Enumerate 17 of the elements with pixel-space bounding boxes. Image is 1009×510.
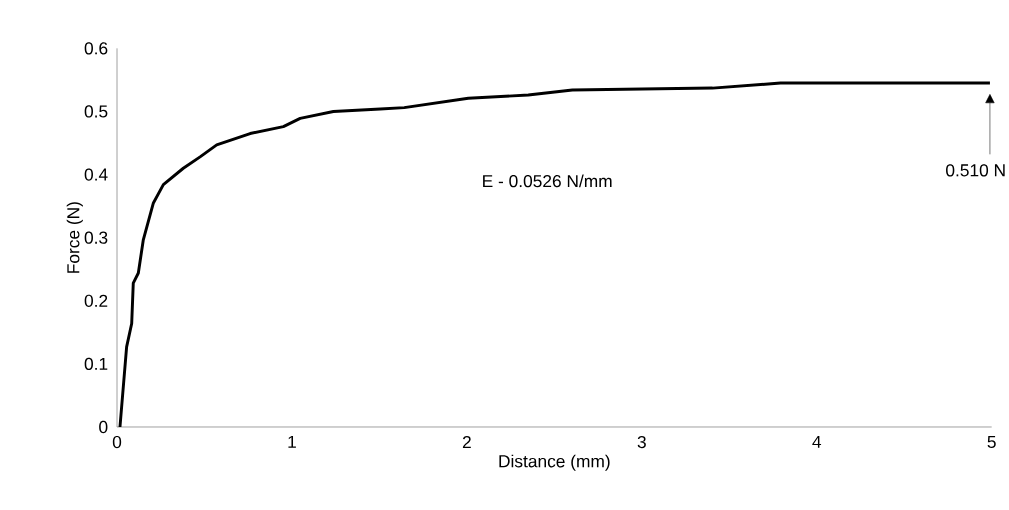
annotation: E - 0.0526 N/mm bbox=[483, 174, 612, 188]
x-tick-label: 0 bbox=[112, 435, 122, 449]
y-tick-label: 0.2 bbox=[84, 294, 108, 307]
y-tick-label: 0.4 bbox=[84, 168, 108, 181]
x-tick-label: 5 bbox=[987, 435, 996, 448]
x-axis-title: Distance (mm) bbox=[499, 454, 610, 471]
y-axis-title: Force (N) bbox=[66, 202, 83, 273]
x-tick-label: 3 bbox=[637, 435, 646, 449]
y-tick-label: 0.1 bbox=[84, 357, 108, 371]
y-tick-label: 0 bbox=[99, 420, 108, 434]
x-tick-label: 2 bbox=[462, 435, 471, 448]
annotation: 0.510 N bbox=[946, 164, 1005, 177]
y-tick-label: 0.6 bbox=[84, 42, 108, 55]
y-tick-label: 0.3 bbox=[84, 231, 108, 244]
x-tick-label: 4 bbox=[812, 435, 822, 448]
x-tick-label: 1 bbox=[288, 435, 296, 448]
y-tick-label: 0.5 bbox=[84, 105, 108, 118]
